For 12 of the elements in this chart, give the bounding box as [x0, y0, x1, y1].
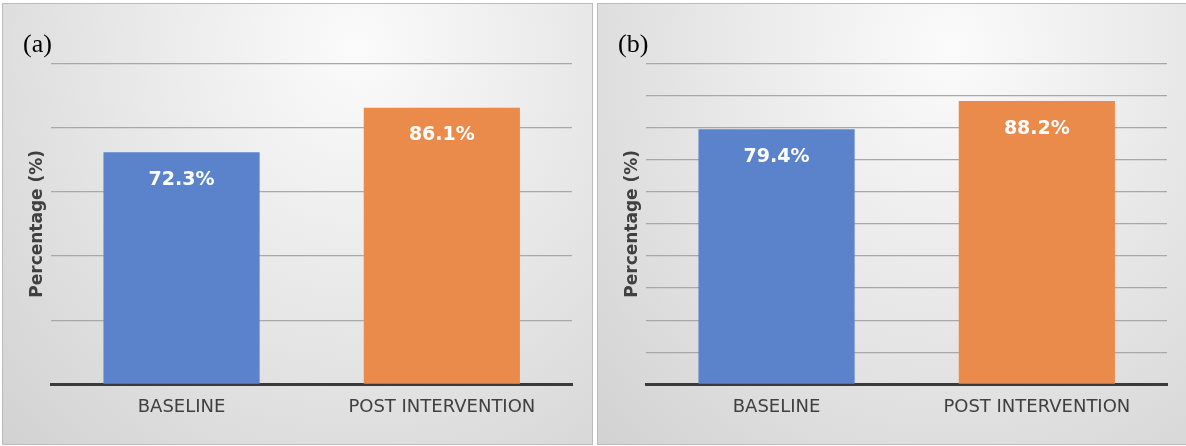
x-tick-label: BASELINE: [732, 394, 821, 416]
chart-title: (b): [618, 29, 649, 59]
y-axis-title: Percentage (%): [25, 149, 46, 298]
data-label: 72.3%: [148, 166, 215, 189]
x-tick-label: BASELINE: [137, 394, 226, 416]
data-label: 86.1%: [408, 122, 475, 145]
data-label: 88.2%: [1003, 115, 1070, 138]
chart-title: (a): [23, 29, 52, 59]
data-label: 79.4%: [743, 143, 810, 166]
y-axis-title: Percentage (%): [620, 149, 641, 298]
x-tick-label: POST INTERVENTION: [943, 394, 1131, 416]
x-tick-label: POST INTERVENTION: [348, 394, 536, 416]
